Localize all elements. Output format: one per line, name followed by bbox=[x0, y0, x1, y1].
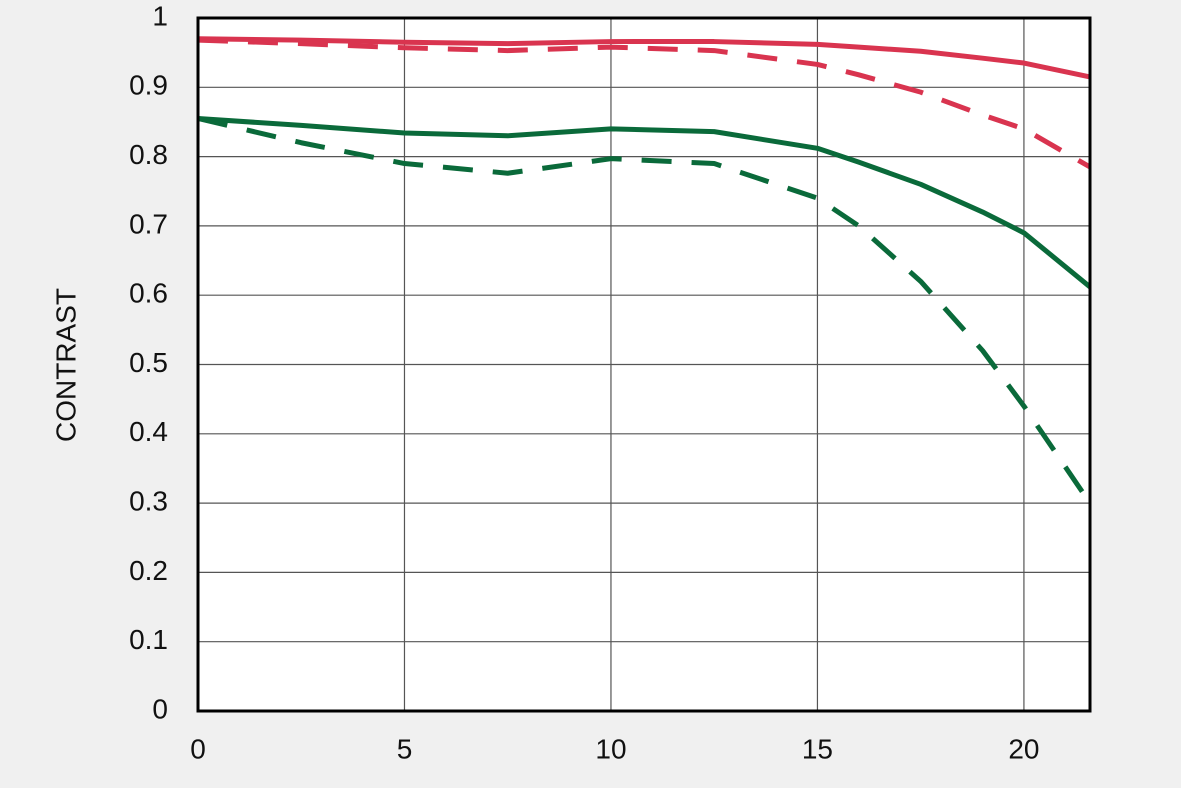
x-tick-label: 5 bbox=[397, 733, 413, 764]
solid-line bbox=[197, 36, 1091, 80]
y-tick-label: 0.7 bbox=[129, 208, 168, 239]
x-tick-label: 10 bbox=[595, 733, 626, 764]
y-tick-label: 0.8 bbox=[129, 139, 168, 170]
plot-border bbox=[196, 16, 1092, 713]
y-tick-label: 0.9 bbox=[129, 70, 168, 101]
solid-line bbox=[197, 115, 1092, 289]
lines bbox=[197, 36, 1093, 505]
y-tick-label: 0.5 bbox=[129, 347, 168, 378]
dashed-line bbox=[197, 37, 1092, 170]
y-tick-label: 0.3 bbox=[129, 485, 168, 516]
x-tick-label: 20 bbox=[1008, 733, 1039, 764]
y-tick-label: 0.4 bbox=[129, 416, 168, 447]
x-tick-label: 0 bbox=[190, 733, 206, 764]
y-tick-label: 1 bbox=[152, 0, 168, 31]
x-tick-label: 15 bbox=[802, 733, 833, 764]
y-tick-label: 0 bbox=[152, 693, 168, 724]
y-tick-label: 0.2 bbox=[129, 555, 168, 586]
dashed-line bbox=[197, 116, 1093, 505]
y-tick-label: 0.6 bbox=[129, 278, 168, 309]
y-tick-label: 0.1 bbox=[129, 624, 168, 655]
y-axis-label: CONTRAST bbox=[50, 288, 81, 442]
